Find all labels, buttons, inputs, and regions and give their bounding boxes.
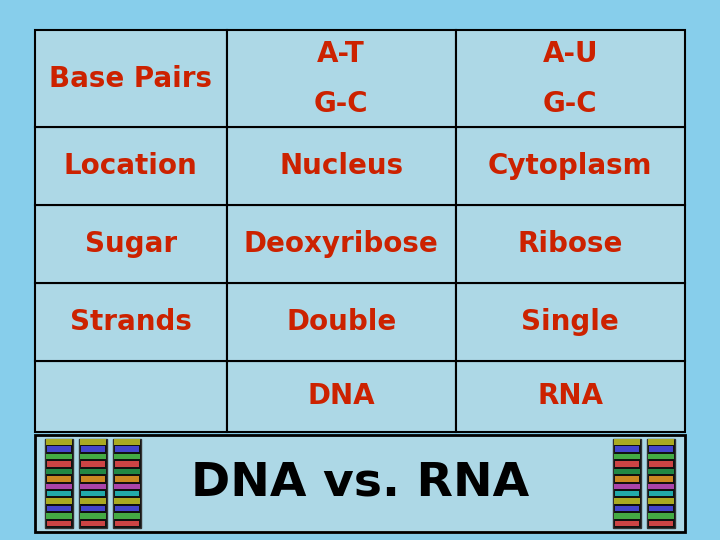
Bar <box>35 435 685 532</box>
Bar <box>114 498 140 504</box>
Bar <box>614 454 640 460</box>
Bar <box>227 30 456 127</box>
Bar <box>81 447 105 452</box>
Bar <box>649 506 673 511</box>
Bar <box>115 476 139 482</box>
Bar <box>615 506 639 511</box>
Bar <box>227 361 456 432</box>
Bar <box>615 521 639 526</box>
Bar <box>46 454 72 460</box>
Bar <box>613 439 641 528</box>
Bar <box>47 447 71 452</box>
Text: Location: Location <box>64 152 198 180</box>
Bar <box>648 483 674 489</box>
Bar <box>81 491 105 496</box>
Bar <box>649 521 673 526</box>
Text: Double: Double <box>286 308 396 336</box>
Bar <box>47 521 71 526</box>
Bar <box>35 30 227 127</box>
Text: Nucleus: Nucleus <box>279 152 403 180</box>
Bar <box>45 439 73 528</box>
Text: DNA vs. RNA: DNA vs. RNA <box>191 461 529 506</box>
Bar <box>115 461 139 467</box>
Bar <box>80 439 106 444</box>
Bar <box>115 521 139 526</box>
Text: DNA: DNA <box>307 382 375 410</box>
Bar <box>79 439 107 528</box>
Bar <box>47 476 71 482</box>
Text: Strands: Strands <box>70 308 192 336</box>
Bar <box>114 483 140 489</box>
Bar <box>81 506 105 511</box>
Bar <box>114 439 140 444</box>
Bar <box>80 498 106 504</box>
Text: Ribose: Ribose <box>518 230 623 258</box>
Bar <box>614 483 640 489</box>
Bar <box>47 461 71 467</box>
Bar <box>648 469 674 474</box>
Bar <box>614 513 640 519</box>
Bar <box>46 439 72 444</box>
Bar <box>114 454 140 460</box>
Bar <box>227 205 456 283</box>
Bar <box>615 476 639 482</box>
Bar <box>35 361 227 432</box>
Text: A-U
G-C: A-U G-C <box>543 39 598 118</box>
Bar <box>80 469 106 474</box>
Bar <box>35 205 227 283</box>
Bar <box>114 513 140 519</box>
Bar <box>456 361 685 432</box>
Bar <box>46 469 72 474</box>
Bar <box>80 483 106 489</box>
Bar <box>227 127 456 205</box>
Bar <box>80 454 106 460</box>
Text: Sugar: Sugar <box>85 230 177 258</box>
Bar <box>47 506 71 511</box>
Bar <box>114 469 140 474</box>
Bar <box>80 513 106 519</box>
Bar <box>115 491 139 496</box>
Bar <box>614 498 640 504</box>
Bar <box>614 439 640 444</box>
Bar <box>648 513 674 519</box>
Bar <box>46 498 72 504</box>
Bar <box>649 447 673 452</box>
Bar <box>35 127 227 205</box>
Bar <box>456 30 685 127</box>
Bar <box>615 491 639 496</box>
Text: Cytoplasm: Cytoplasm <box>488 152 652 180</box>
Bar <box>456 205 685 283</box>
Bar <box>647 439 675 528</box>
Bar <box>648 498 674 504</box>
Bar <box>81 521 105 526</box>
Bar <box>115 506 139 511</box>
Bar <box>649 491 673 496</box>
Text: Single: Single <box>521 308 619 336</box>
Bar <box>649 461 673 467</box>
Bar <box>46 483 72 489</box>
Text: Base Pairs: Base Pairs <box>50 65 212 93</box>
Text: Deoxyribose: Deoxyribose <box>244 230 438 258</box>
Bar <box>615 461 639 467</box>
Bar <box>227 283 456 361</box>
Text: RNA: RNA <box>537 382 603 410</box>
Bar <box>456 127 685 205</box>
Bar <box>46 513 72 519</box>
Bar <box>615 447 639 452</box>
Bar <box>456 283 685 361</box>
Bar <box>648 454 674 460</box>
Bar <box>81 461 105 467</box>
Text: A-T
G-C: A-T G-C <box>314 39 369 118</box>
Bar <box>47 491 71 496</box>
Bar <box>649 476 673 482</box>
Bar <box>115 447 139 452</box>
Bar <box>35 283 227 361</box>
Bar <box>81 476 105 482</box>
Bar <box>113 439 141 528</box>
Bar <box>648 439 674 444</box>
Bar <box>614 469 640 474</box>
